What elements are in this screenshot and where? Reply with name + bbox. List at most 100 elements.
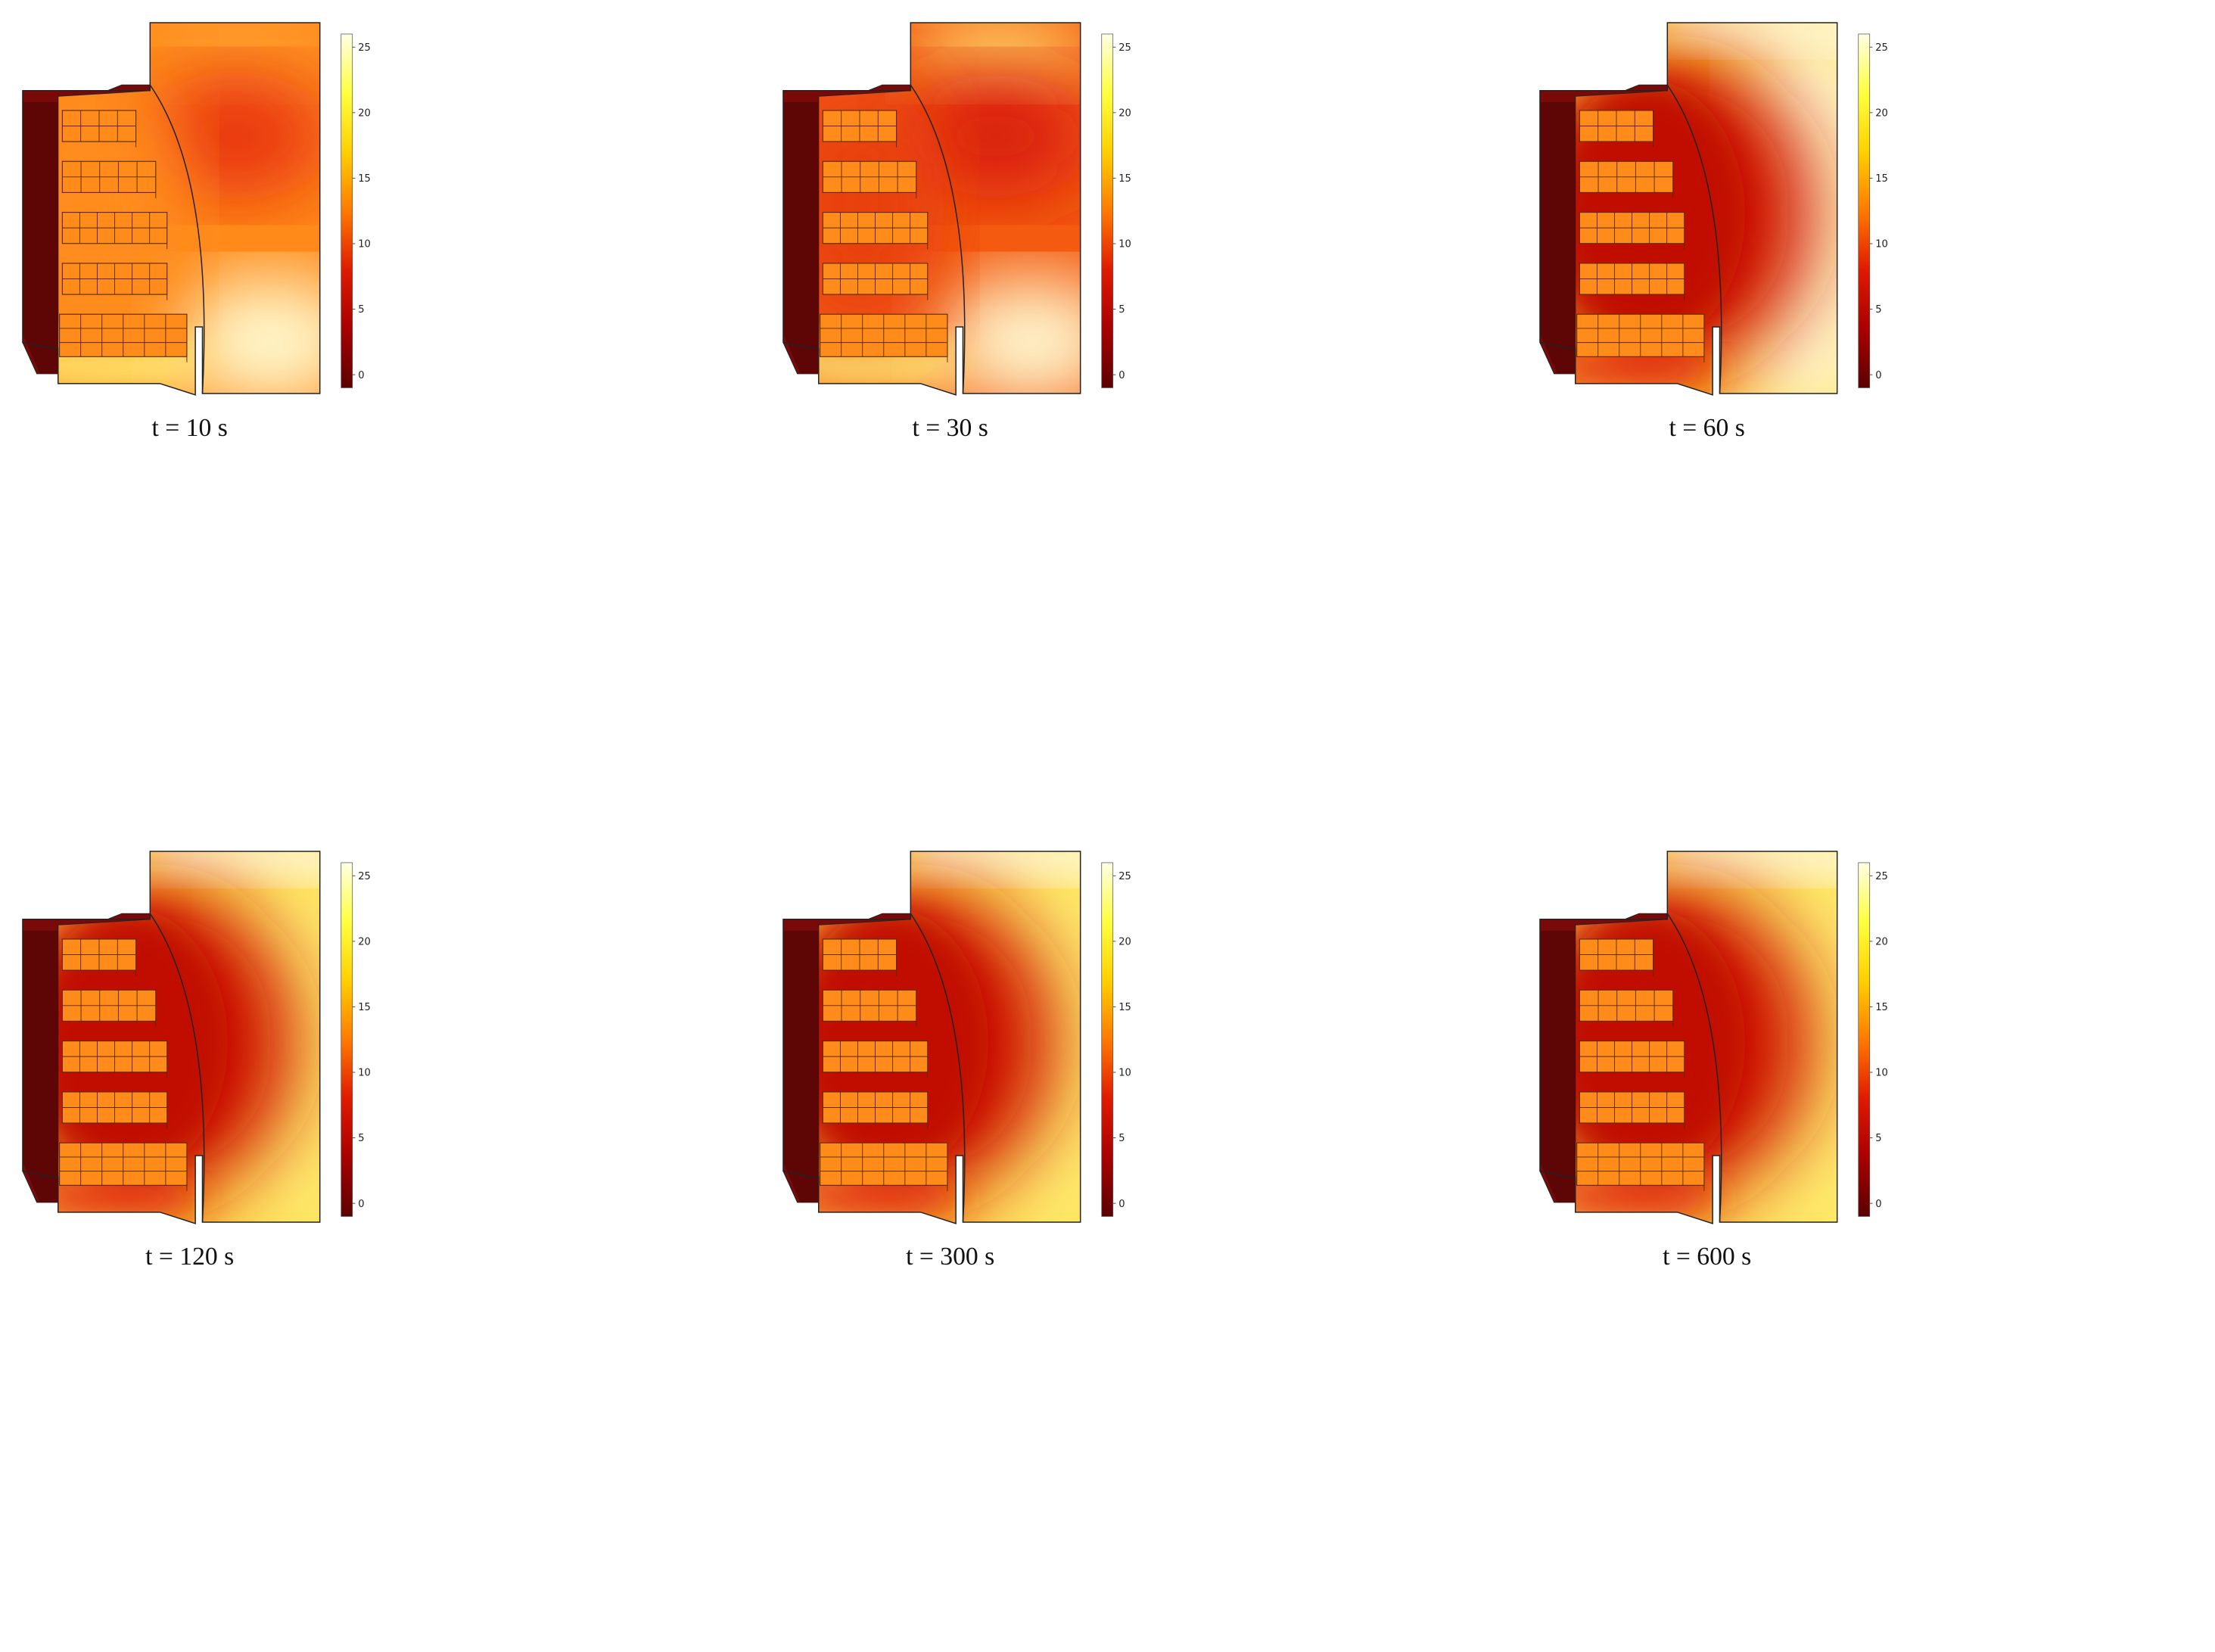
rack-2 bbox=[822, 160, 917, 198]
wall-left-inner bbox=[23, 101, 58, 374]
wall-left-inner bbox=[23, 930, 58, 1202]
rack-5 bbox=[1576, 1142, 1705, 1191]
field-top bbox=[150, 851, 320, 880]
rack-1 bbox=[1579, 110, 1654, 148]
domain-outline bbox=[22, 851, 321, 1224]
rack-4 bbox=[1579, 1091, 1685, 1129]
wall-left-inner bbox=[783, 930, 819, 1202]
field-top bbox=[910, 851, 1081, 880]
rack-4 bbox=[61, 1091, 168, 1129]
rack-3 bbox=[1579, 1041, 1685, 1078]
colorbar-tick-label: 5 bbox=[358, 304, 364, 316]
colorbar-tick-label: 0 bbox=[1875, 1199, 1881, 1210]
rack-5 bbox=[59, 1142, 188, 1191]
colorbar-tick-label: 15 bbox=[358, 1002, 371, 1013]
colorbar-tick-label: 25 bbox=[358, 42, 371, 54]
rack-2 bbox=[1579, 160, 1674, 198]
panel-caption: t = 120 s bbox=[145, 1243, 234, 1271]
colorbar-tick-label: 10 bbox=[358, 1068, 371, 1079]
panel-caption: t = 10 s bbox=[151, 414, 227, 442]
panel-10s: 25 20 15 10 5 0 t = 10 s bbox=[22, 22, 371, 442]
domain-outline bbox=[782, 22, 1081, 396]
rack-2 bbox=[61, 160, 157, 198]
colorbar: 25 20 15 10 5 0 bbox=[341, 33, 371, 388]
colorbar-tick-label: 20 bbox=[1875, 108, 1888, 120]
rack-1 bbox=[822, 938, 898, 976]
curved-partition bbox=[910, 913, 966, 1222]
colorbar-gradient bbox=[1858, 862, 1871, 1217]
panel-caption: t = 600 s bbox=[1663, 1243, 1751, 1271]
rack-5 bbox=[820, 1142, 948, 1191]
panel-60s: 25 20 15 10 5 0 t = 60 s bbox=[1539, 22, 1888, 442]
colorbar: 25 20 15 10 5 0 bbox=[1858, 33, 1888, 388]
domain-outline bbox=[1539, 22, 1838, 396]
rack-2 bbox=[1579, 989, 1674, 1027]
wall-left-inner bbox=[1540, 101, 1576, 374]
field-plume bbox=[896, 72, 1081, 200]
colorbar-tick-label: 0 bbox=[1875, 370, 1881, 381]
domain-outline bbox=[22, 22, 321, 396]
colorbar-gradient bbox=[341, 33, 353, 388]
curved-partition bbox=[149, 913, 205, 1222]
rack-5 bbox=[1576, 313, 1705, 362]
colorbar-tick-label: 15 bbox=[358, 173, 371, 185]
rack-4 bbox=[822, 1091, 929, 1129]
colorbar-tick-label: 20 bbox=[358, 937, 371, 948]
rack-4 bbox=[1579, 263, 1685, 300]
colorbar-tick-label: 25 bbox=[1118, 871, 1131, 882]
colorbar-gradient bbox=[341, 862, 353, 1217]
rack-2 bbox=[61, 989, 157, 1027]
colorbar-tick-label: 0 bbox=[1118, 1199, 1125, 1210]
colorbar-tick-label: 10 bbox=[1875, 239, 1888, 250]
colorbar-gradient bbox=[1101, 33, 1114, 388]
curved-partition bbox=[149, 84, 205, 394]
rack-2 bbox=[822, 989, 917, 1027]
domain-outline bbox=[782, 851, 1081, 1224]
curved-partition bbox=[1666, 913, 1722, 1222]
colorbar-tick-label: 25 bbox=[1118, 42, 1131, 54]
colorbar-tick-label: 10 bbox=[1875, 1068, 1888, 1079]
panel-caption: t = 300 s bbox=[906, 1243, 994, 1271]
wall-left-inner bbox=[783, 101, 819, 374]
colorbar-tick-label: 15 bbox=[1118, 173, 1131, 185]
colorbar-tick-label: 20 bbox=[358, 108, 371, 120]
colorbar-tick-label: 20 bbox=[1875, 937, 1888, 948]
colorbar-tick-label: 25 bbox=[358, 871, 371, 882]
colorbar-tick-label: 0 bbox=[1118, 370, 1125, 381]
colorbar-tick-label: 25 bbox=[1875, 42, 1888, 54]
colorbar-tick-label: 0 bbox=[358, 370, 364, 381]
rack-3 bbox=[822, 1041, 929, 1078]
panel-300s: 25 20 15 10 5 0 t = 300 s bbox=[782, 851, 1131, 1271]
colorbar-tick-label: 15 bbox=[1875, 173, 1888, 185]
panels-group: 25 20 15 10 5 0 t = 10 s 25 20 15 10 5 0 t = 30 s 25 20… bbox=[22, 22, 1888, 1271]
field-top bbox=[1667, 851, 1837, 880]
domain-outline bbox=[1539, 851, 1838, 1224]
colorbar-tick-label: 5 bbox=[358, 1133, 364, 1144]
colorbar-tick-label: 25 bbox=[1875, 871, 1888, 882]
rack-4 bbox=[61, 263, 168, 300]
colorbar-gradient bbox=[1858, 33, 1871, 388]
colorbar: 25 20 15 10 5 0 bbox=[1101, 33, 1131, 388]
colorbar-tick-label: 5 bbox=[1118, 304, 1125, 316]
colorbar-tick-label: 20 bbox=[1118, 937, 1131, 948]
rack-1 bbox=[1579, 938, 1654, 976]
field-plume bbox=[135, 72, 320, 200]
field-hot bbox=[171, 277, 320, 395]
rack-3 bbox=[1579, 212, 1685, 250]
colorbar-tick-label: 5 bbox=[1875, 304, 1881, 316]
rack-1 bbox=[61, 938, 137, 976]
colorbar-tick-label: 15 bbox=[1875, 1002, 1888, 1013]
colorbar-tick-label: 10 bbox=[1118, 1068, 1131, 1079]
colorbar: 25 20 15 10 5 0 bbox=[341, 862, 371, 1217]
colorbar-tick-label: 15 bbox=[1118, 1002, 1131, 1013]
rack-4 bbox=[822, 263, 929, 300]
field-hot bbox=[932, 277, 1081, 395]
colorbar-tick-label: 0 bbox=[358, 1199, 364, 1210]
rack-1 bbox=[61, 110, 137, 148]
rack-3 bbox=[61, 212, 168, 250]
panel-30s: 25 20 15 10 5 0 t = 30 s bbox=[782, 22, 1131, 442]
wall-left-inner bbox=[1540, 930, 1576, 1202]
panel-120s: 25 20 15 10 5 0 t = 120 s bbox=[22, 851, 371, 1271]
rack-5 bbox=[820, 313, 948, 362]
